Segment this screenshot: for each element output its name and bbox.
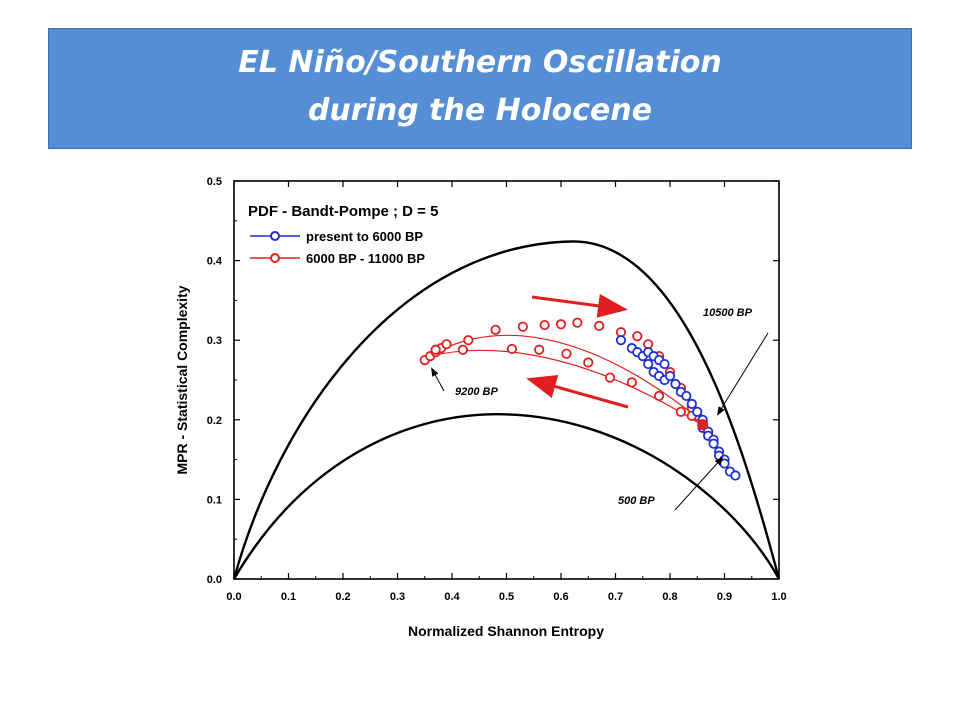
- red-data-point: [626, 377, 637, 388]
- red-data-point: [653, 390, 665, 402]
- red-data-point: [583, 357, 594, 368]
- annotation-arrow-500: [674, 456, 724, 511]
- red-data-point: [539, 319, 550, 331]
- x-axis-label: Normalized Shannon Entropy: [408, 623, 604, 639]
- blue-data-point: [670, 378, 681, 390]
- blue-data-point: [664, 370, 676, 382]
- red-data-point: [463, 335, 474, 346]
- legend-marker-blue: [270, 231, 280, 241]
- red-data-point: [517, 321, 528, 332]
- y-tick-label: 0.5: [207, 176, 222, 188]
- x-tick-label: 0.6: [553, 591, 568, 603]
- y-tick-label: 0.1: [207, 494, 222, 506]
- red-data-point: [675, 406, 687, 417]
- blue-data-point: [730, 470, 741, 481]
- blue-data-point: [615, 335, 627, 346]
- red-data-point: [555, 319, 567, 330]
- annotation-arrow-10500: [716, 332, 769, 416]
- red-data-point: [506, 343, 518, 355]
- red-end-point: [697, 419, 709, 431]
- x-tick-label: 0.2: [335, 591, 350, 603]
- blue-data-point: [708, 438, 719, 449]
- slide-title-line-2: during the Holocene: [307, 93, 653, 128]
- x-tick-label: 0.3: [390, 591, 405, 603]
- annotation-9200: 9200 BP: [455, 386, 498, 398]
- red-data-point: [572, 317, 583, 328]
- backward-arrow: [526, 374, 629, 409]
- blue-data-point: [681, 390, 692, 402]
- legend-marker-red: [270, 253, 280, 263]
- x-tick-label: 0.9: [717, 591, 732, 603]
- annotation-arrow-9200: [431, 367, 445, 392]
- y-tick-label: 0.4: [207, 256, 223, 268]
- y-axis-label: MPR - Statistical Complexity: [174, 285, 190, 474]
- x-tick-label: 0.1: [281, 591, 296, 603]
- y-tick-label: 0.3: [207, 335, 222, 347]
- lower-bound-curve: [232, 413, 781, 580]
- red-data-point: [430, 344, 441, 355]
- x-tick-label: 0.4: [444, 591, 460, 603]
- red-data-point: [632, 331, 643, 342]
- red-data-point: [594, 320, 605, 331]
- red-fit-lower: [430, 349, 701, 425]
- red-data-point: [534, 344, 545, 355]
- blue-data-point: [692, 406, 703, 417]
- x-tick-label: 0.0: [226, 591, 241, 603]
- legend: PDF - Bandt-Pompe ; D = 5 present to 600…: [248, 203, 438, 266]
- annotation-10500: 10500 BP: [703, 307, 753, 319]
- blue-data-point: [659, 358, 670, 370]
- blue-data-point: [643, 358, 654, 370]
- x-tick-label: 0.5: [499, 591, 514, 603]
- legend-title: PDF - Bandt-Pompe ; D = 5: [248, 203, 438, 220]
- x-tick-label: 0.7: [608, 591, 623, 603]
- x-tick-label: 1.0: [771, 591, 786, 603]
- y-tick-label: 0.2: [207, 415, 222, 427]
- annotation-500: 500 BP: [618, 495, 655, 507]
- x-tick-label: 0.8: [662, 591, 677, 603]
- blue-data-point: [719, 458, 730, 469]
- red-data-point: [441, 339, 452, 350]
- red-data-point: [490, 324, 501, 335]
- title-banner: EL Niño/Southern Oscillation during the …: [48, 28, 912, 149]
- legend-label-blue: present to 6000 BP: [306, 229, 423, 244]
- forward-arrow: [531, 293, 628, 318]
- slide-title-line-1: EL Niño/Southern Oscillation: [238, 45, 722, 80]
- red-data-point: [457, 344, 468, 355]
- y-tick-label: 0.0: [207, 574, 222, 586]
- red-data-point: [561, 348, 572, 359]
- blue-data-point: [686, 398, 697, 409]
- upper-bound-curve: [232, 240, 781, 580]
- legend-label-red: 6000 BP - 11000 BP: [306, 251, 425, 266]
- red-data-point: [604, 372, 616, 383]
